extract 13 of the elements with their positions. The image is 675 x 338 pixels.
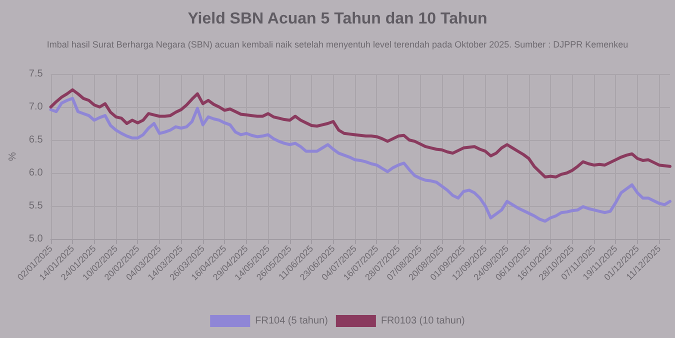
legend-label: FR104 (5 tahun): [255, 316, 328, 326]
legend-label: FR0103 (10 tahun): [380, 316, 465, 326]
y-tick-label: 7.0: [28, 102, 44, 112]
y-tick-label: 6.5: [28, 134, 44, 146]
y-tick-label: 5.5: [28, 200, 44, 212]
y-tick-label: 7.5: [28, 68, 44, 80]
line-series: [49, 96, 672, 223]
line-series: [49, 88, 672, 178]
y-axis-title: %: [8, 152, 18, 161]
y-tick-label: 5.0: [28, 234, 44, 244]
y-tick-label: 6.0: [28, 168, 44, 178]
chart-title: Yield SBN Acuan 5 Tahun dan 10 Tahun: [188, 10, 488, 28]
chart-subtitle: Imbal hasil Surat Berharga Negara (SBN) acuan kembali naik setelah menyentuh level terendah pada Oktober 2025. Sumber : DJPPR Kemenkeu: [46, 40, 628, 50]
